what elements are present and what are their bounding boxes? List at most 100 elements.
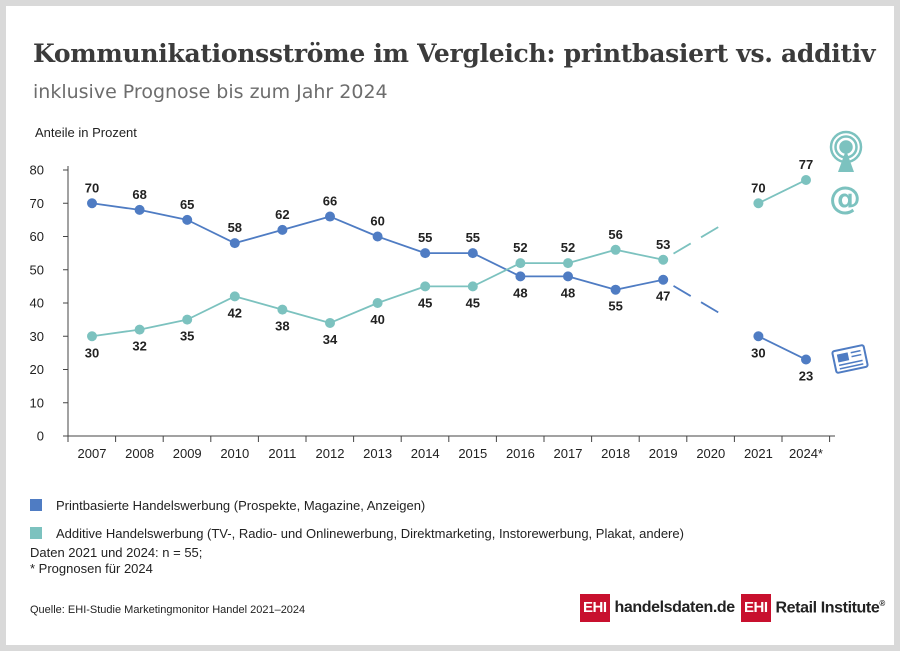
data-point [229, 238, 240, 249]
data-label: 65 [180, 197, 194, 212]
data-point [182, 214, 193, 225]
data-point [420, 248, 431, 259]
data-label: 34 [323, 332, 338, 347]
series-line-segment [758, 179, 807, 205]
x-tick-label: 2019 [649, 446, 678, 461]
x-tick-label: 2021 [744, 446, 773, 461]
legend-item-print: Printbasierte Handelswerbung (Prospekte,… [30, 497, 684, 513]
data-point [610, 244, 621, 255]
x-tick-label: 2014 [411, 446, 440, 461]
series-line-segment [567, 248, 616, 264]
y-tick-label: 40 [30, 296, 44, 311]
data-label: 60 [370, 214, 384, 229]
data-label: 30 [85, 345, 99, 360]
x-tick-label: 2016 [506, 446, 535, 461]
data-label: 40 [370, 312, 384, 327]
data-label: 53 [656, 237, 670, 252]
series-line-segment [377, 285, 426, 304]
data-point [515, 271, 526, 282]
series-line-segment [139, 318, 188, 331]
newspaper-icon-part [836, 352, 850, 363]
series-line-segment [615, 248, 664, 261]
series-line-segment [615, 278, 664, 291]
x-tick-label: 2017 [554, 446, 583, 461]
data-label: 47 [656, 289, 670, 304]
x-tick-label: 2008 [125, 446, 154, 461]
series-line-segment [472, 262, 521, 288]
data-point [277, 304, 288, 315]
retail-logo-box: EHI [741, 594, 771, 622]
broadcast-icon-mast [838, 150, 854, 172]
data-label: 58 [228, 220, 242, 235]
series-line-bridge [662, 202, 759, 261]
data-point [563, 271, 573, 282]
series-line-segment [282, 308, 331, 324]
source-note: Quelle: EHI-Studie Marketingmonitor Hand… [30, 604, 306, 616]
y-tick-label: 50 [30, 262, 44, 277]
registered-mark: ® [879, 598, 885, 608]
data-point [753, 331, 764, 342]
newspaper-icon-part [838, 359, 863, 367]
series-line-segment [186, 295, 236, 321]
x-tick-label: 2018 [601, 446, 630, 461]
data-label: 77 [799, 157, 813, 172]
data-point [277, 224, 288, 235]
legend-label-print: Printbasierte Handelswerbung (Prospekte,… [56, 497, 426, 513]
handelsdaten-logo[interactable]: EHI handelsdaten.de [580, 594, 735, 622]
series-line-bridge [662, 278, 759, 338]
data-point [658, 254, 669, 265]
series-line-segment [329, 215, 378, 238]
x-tick-label: 2024* [789, 446, 823, 461]
data-point [753, 198, 764, 209]
retail-institute-logo[interactable]: EHI Retail Institute® [741, 594, 885, 622]
data-label: 55 [466, 230, 480, 245]
series-line-segment [234, 295, 283, 311]
x-tick-label: 2010 [220, 446, 249, 461]
data-label: 48 [561, 285, 575, 300]
series-line-segment [472, 252, 521, 278]
data-label: 42 [228, 305, 242, 320]
data-point [134, 324, 145, 335]
y-tick-label: 60 [30, 229, 44, 244]
data-point [134, 204, 145, 215]
data-point [372, 298, 383, 308]
data-point [182, 314, 193, 325]
series-line-segment [758, 335, 807, 361]
series-line-segment [377, 235, 426, 254]
note-forecast: * Prognosen für 2024 [30, 561, 153, 576]
chart-title: Kommunikationsströme im Vergleich: print… [33, 39, 876, 68]
data-label: 56 [608, 227, 622, 242]
data-label: 32 [132, 339, 146, 354]
y-tick-label: 0 [37, 429, 44, 444]
data-label: 38 [275, 319, 289, 334]
data-label: 52 [513, 240, 527, 255]
y-tick-label: 30 [30, 329, 44, 344]
series-line-segment [329, 302, 378, 324]
data-point [325, 211, 335, 222]
chart-subtitle: inklusive Prognose bis zum Jahr 2024 [33, 81, 388, 103]
at-sign-icon: @ [829, 179, 861, 217]
data-label: 45 [418, 295, 432, 310]
x-tick-label: 2015 [458, 446, 487, 461]
data-label: 52 [561, 240, 575, 255]
legend: Printbasierte Handelswerbung (Prospekte,… [30, 497, 684, 553]
legend-label-additive: Additive Handelswerbung (TV-, Radio- und… [56, 525, 684, 541]
data-point [87, 198, 97, 209]
data-point [467, 248, 478, 259]
y-axis-label: Anteile in Prozent [35, 125, 137, 140]
handelsdaten-logo-box: EHI [580, 594, 610, 622]
y-tick-label: 20 [30, 362, 44, 377]
newspaper-icon-part [850, 349, 861, 354]
series-line-segment [282, 215, 331, 231]
x-tick-label: 2007 [78, 446, 107, 461]
data-label: 48 [513, 285, 527, 300]
data-label: 66 [323, 194, 337, 209]
y-tick-label: 70 [30, 196, 44, 211]
data-label: 35 [180, 329, 194, 344]
data-point [658, 274, 669, 285]
y-tick-label: 10 [30, 395, 44, 410]
newspaper-icon [831, 344, 869, 374]
series-line-segment [234, 228, 283, 245]
x-tick-label: 2012 [316, 446, 345, 461]
data-point [563, 258, 573, 269]
